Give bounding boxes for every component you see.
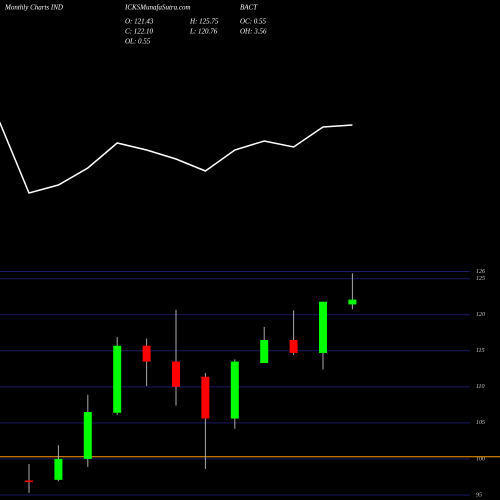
stat: C: 122.10 [125,28,154,36]
y-tick-label: 126 [476,269,485,275]
stat: OH: 3.56 [240,28,267,36]
candle-body [319,301,327,353]
y-tick-label: 120 [476,312,485,318]
stat: H: 125.75 [189,18,219,26]
stat: OC: 0.55 [240,18,267,26]
stat: O: 121.43 [125,18,154,26]
stat: L: 120.76 [189,28,218,36]
y-tick-label: 100 [476,456,485,462]
candle-body [172,361,180,387]
y-tick-label: 115 [476,348,485,354]
source: ICKSMunafaSutra.com [124,4,191,12]
site-name: Monthly Charts IND [4,4,63,12]
candle-body [201,376,210,419]
y-tick-label: 105 [476,420,485,426]
y-tick-label: 95 [476,492,482,498]
candle-body [230,361,239,419]
candle-body [25,480,33,483]
indicator-line [0,121,353,194]
candle-body [54,458,63,480]
y-tick-label: 125 [476,276,485,282]
symbol: BACT [240,4,258,12]
candle-body [289,339,298,353]
candle-body [142,345,151,362]
candle-body [260,339,269,364]
candle-body [348,299,357,305]
stat: OL: 0.55 [125,38,151,46]
candle-body [83,412,92,459]
y-tick-label: 110 [476,384,485,390]
candle-body [113,345,122,413]
